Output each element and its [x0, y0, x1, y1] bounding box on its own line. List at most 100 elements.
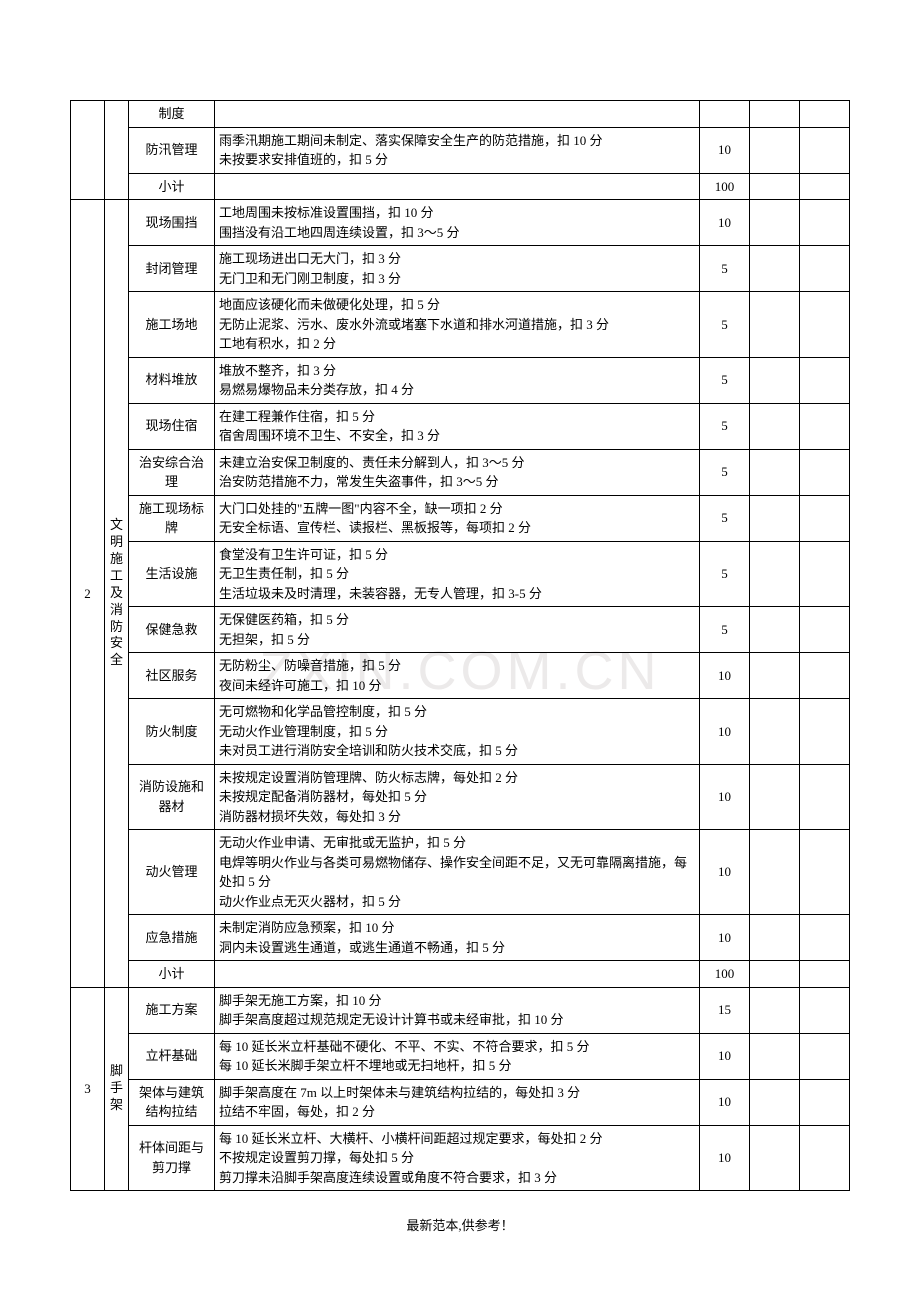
evaluation-table: 制度防汛管理雨季汛期施工期间未制定、落实保障安全生产的防范措施，扣 10 分未按…: [70, 100, 850, 1191]
empty-cell: [750, 292, 800, 358]
table-row: 立杆基础每 10 延长米立杆基础不硬化、不平、不实、不符合要求，扣 5 分每 1…: [71, 1033, 850, 1079]
table-row: 防汛管理雨季汛期施工期间未制定、落实保障安全生产的防范措施，扣 10 分未按要求…: [71, 127, 850, 173]
evaluation-criteria: 脚手架高度在 7m 以上时架体未与建筑结构拉结的，每处扣 3 分拉结不牢固，每处…: [215, 1079, 700, 1125]
score-value: 10: [700, 830, 750, 915]
evaluation-criteria: 工地周围未按标准设置围挡，扣 10 分围挡没有沿工地四周连续设置，扣 3～5 分: [215, 200, 700, 246]
table-row: 社区服务无防粉尘、防噪音措施，扣 5 分夜间未经许可施工，扣 10 分10: [71, 653, 850, 699]
evaluation-criteria: 每 10 延长米立杆、大横杆、小横杆间距超过规定要求，每处扣 2 分不按规定设置…: [215, 1125, 700, 1191]
score-value: 5: [700, 541, 750, 607]
evaluation-criteria: 未按规定设置消防管理牌、防火标志牌，每处扣 2 分未按规定配备消防器材，每处扣 …: [215, 764, 700, 830]
empty-cell: [750, 200, 800, 246]
empty-cell: [750, 403, 800, 449]
empty-cell: [800, 1125, 850, 1191]
empty-cell: [750, 173, 800, 200]
score-value: [700, 101, 750, 128]
empty-cell: [750, 127, 800, 173]
empty-cell: [800, 449, 850, 495]
evaluation-criteria: 食堂没有卫生许可证，扣 5 分无卫生责任制，扣 5 分生活垃圾未及时清理，未装容…: [215, 541, 700, 607]
empty-cell: [800, 541, 850, 607]
score-value: 5: [700, 495, 750, 541]
section-index: 3: [71, 987, 105, 1191]
item-name: 小计: [129, 173, 215, 200]
score-value: 5: [700, 357, 750, 403]
empty-cell: [800, 127, 850, 173]
score-value: 5: [700, 246, 750, 292]
empty-cell: [800, 987, 850, 1033]
empty-cell: [800, 292, 850, 358]
item-name: 施工方案: [129, 987, 215, 1033]
table-row: 制度: [71, 101, 850, 128]
item-name: 动火管理: [129, 830, 215, 915]
empty-cell: [800, 915, 850, 961]
item-name: 生活设施: [129, 541, 215, 607]
score-value: 10: [700, 653, 750, 699]
score-value: 10: [700, 127, 750, 173]
empty-cell: [750, 987, 800, 1033]
empty-cell: [750, 357, 800, 403]
empty-cell: [750, 653, 800, 699]
score-value: 100: [700, 961, 750, 988]
score-value: 5: [700, 403, 750, 449]
table-row: 施工场地地面应该硬化而未做硬化处理，扣 5 分无防止泥浆、污水、废水外流或堵塞下…: [71, 292, 850, 358]
empty-cell: [800, 101, 850, 128]
evaluation-criteria: 雨季汛期施工期间未制定、落实保障安全生产的防范措施，扣 10 分未按要求安排值班…: [215, 127, 700, 173]
empty-cell: [800, 1079, 850, 1125]
table-row: 架体与建筑结构拉结脚手架高度在 7m 以上时架体未与建筑结构拉结的，每处扣 3 …: [71, 1079, 850, 1125]
item-name: 施工现场标牌: [129, 495, 215, 541]
score-value: 10: [700, 1079, 750, 1125]
table-row: 动火管理无动火作业申请、无审批或无监护，扣 5 分电焊等明火作业与各类可易燃物储…: [71, 830, 850, 915]
evaluation-criteria: 每 10 延长米立杆基础不硬化、不平、不实、不符合要求，扣 5 分每 10 延长…: [215, 1033, 700, 1079]
empty-cell: [750, 830, 800, 915]
evaluation-criteria: 在建工程兼作住宿，扣 5 分宿舍周围环境不卫生、不安全，扣 3 分: [215, 403, 700, 449]
page-container: 制度防汛管理雨季汛期施工期间未制定、落实保障安全生产的防范措施，扣 10 分未按…: [0, 0, 920, 1274]
item-name: 防汛管理: [129, 127, 215, 173]
item-name: 杆体间距与剪刀撑: [129, 1125, 215, 1191]
table-row: 保健急救无保健医药箱，扣 5 分无担架，扣 5 分5: [71, 607, 850, 653]
empty-cell: [750, 541, 800, 607]
table-row: 治安综合治理未建立治安保卫制度的、责任未分解到人，扣 3～5 分治安防范措施不力…: [71, 449, 850, 495]
evaluation-criteria: [215, 173, 700, 200]
empty-cell: [750, 101, 800, 128]
evaluation-criteria: 堆放不整齐，扣 3 分易燃易爆物品未分类存放，扣 4 分: [215, 357, 700, 403]
table-row: 防火制度无可燃物和化学品管控制度，扣 5 分无动火作业管理制度，扣 5 分未对员…: [71, 699, 850, 765]
evaluation-criteria: 大门口处挂的"五牌一图"内容不全，缺一项扣 2 分无安全标语、宣传栏、读报栏、黑…: [215, 495, 700, 541]
table-row: 消防设施和器材未按规定设置消防管理牌、防火标志牌，每处扣 2 分未按规定配备消防…: [71, 764, 850, 830]
item-name: 现场围挡: [129, 200, 215, 246]
score-value: 10: [700, 1033, 750, 1079]
score-value: 5: [700, 607, 750, 653]
empty-cell: [750, 764, 800, 830]
table-row: 生活设施食堂没有卫生许可证，扣 5 分无卫生责任制，扣 5 分生活垃圾未及时清理…: [71, 541, 850, 607]
item-name: 社区服务: [129, 653, 215, 699]
table-row: 施工现场标牌大门口处挂的"五牌一图"内容不全，缺一项扣 2 分无安全标语、宣传栏…: [71, 495, 850, 541]
evaluation-criteria: 施工现场进出口无大门，扣 3 分无门卫和无门刚卫制度，扣 3 分: [215, 246, 700, 292]
empty-cell: [750, 1125, 800, 1191]
item-name: 防火制度: [129, 699, 215, 765]
page-footer: 最新范本,供参考！: [70, 1215, 850, 1234]
score-value: 10: [700, 200, 750, 246]
evaluation-criteria: 脚手架无施工方案，扣 10 分脚手架高度超过规范规定无设计计算书或未经审批，扣 …: [215, 987, 700, 1033]
item-name: 现场住宿: [129, 403, 215, 449]
empty-cell: [800, 246, 850, 292]
empty-cell: [750, 961, 800, 988]
item-name: 架体与建筑结构拉结: [129, 1079, 215, 1125]
item-name: 立杆基础: [129, 1033, 215, 1079]
empty-cell: [800, 357, 850, 403]
table-row: 2文明施工及消防安全现场围挡工地周围未按标准设置围挡，扣 10 分围挡没有沿工地…: [71, 200, 850, 246]
score-value: 10: [700, 699, 750, 765]
evaluation-criteria: 无防粉尘、防噪音措施，扣 5 分夜间未经许可施工，扣 10 分: [215, 653, 700, 699]
item-name: 施工场地: [129, 292, 215, 358]
empty-cell: [750, 449, 800, 495]
score-value: 10: [700, 1125, 750, 1191]
empty-cell: [800, 495, 850, 541]
empty-cell: [800, 173, 850, 200]
evaluation-criteria: 无动火作业申请、无审批或无监护，扣 5 分电焊等明火作业与各类可易燃物储存、操作…: [215, 830, 700, 915]
evaluation-criteria: 未建立治安保卫制度的、责任未分解到人，扣 3～5 分治安防范措施不力，常发生失盗…: [215, 449, 700, 495]
item-name: 消防设施和器材: [129, 764, 215, 830]
score-value: 10: [700, 915, 750, 961]
table-row: 封闭管理施工现场进出口无大门，扣 3 分无门卫和无门刚卫制度，扣 3 分5: [71, 246, 850, 292]
score-value: 100: [700, 173, 750, 200]
empty-cell: [750, 915, 800, 961]
evaluation-criteria: [215, 101, 700, 128]
empty-cell: [800, 403, 850, 449]
evaluation-criteria: 无保健医药箱，扣 5 分无担架，扣 5 分: [215, 607, 700, 653]
